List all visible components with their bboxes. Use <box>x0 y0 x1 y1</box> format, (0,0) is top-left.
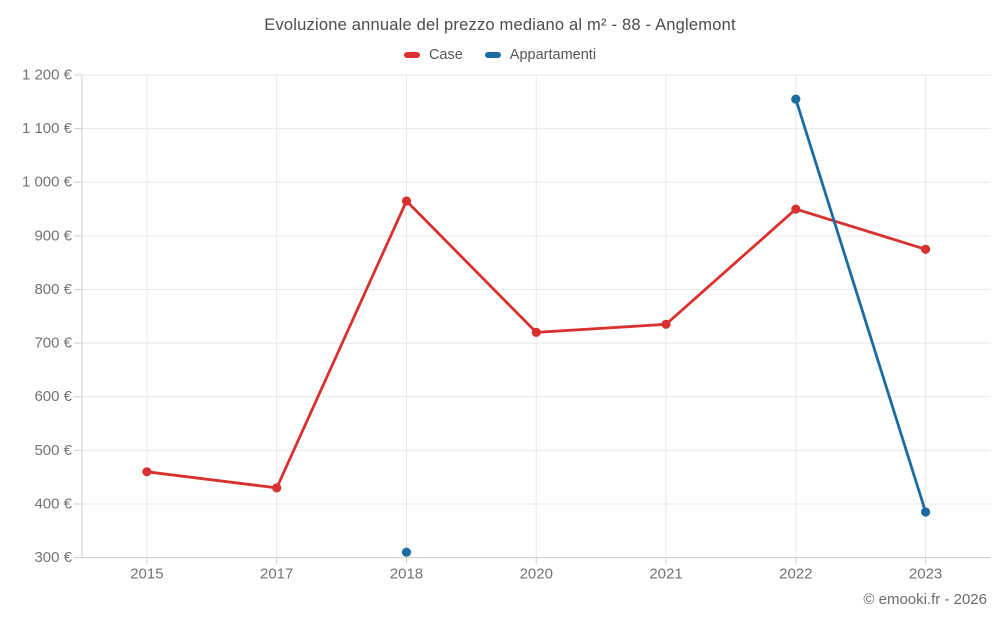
legend-item-case[interactable]: Case <box>403 47 463 63</box>
data-point-case-2022[interactable] <box>791 204 801 214</box>
data-point-case-2018[interactable] <box>401 196 412 206</box>
legend-label-case: Case <box>428 47 463 63</box>
legend-label-appartamenti: Appartamenti <box>509 47 597 63</box>
y-tick-label: 300 € <box>34 549 72 566</box>
data-point-case-2021[interactable] <box>661 319 671 329</box>
copyright-note: © emooki.fr - 2026 <box>863 591 987 608</box>
legend-swatch-appartamenti-icon <box>484 52 501 58</box>
y-tick-label: 600 € <box>34 388 72 405</box>
data-point-appartamenti-2023[interactable] <box>921 507 931 517</box>
y-tick-label: 800 € <box>34 281 72 298</box>
series-line-appartamenti <box>794 97 927 514</box>
chart-legend: Case Appartamenti <box>0 47 1000 63</box>
legend-swatch-case-icon <box>403 52 420 58</box>
data-point-appartamenti-2018[interactable] <box>401 547 412 557</box>
y-tick-label: 700 € <box>34 335 72 352</box>
data-point-appartamenti-2022[interactable] <box>791 94 801 104</box>
y-tick-label: 500 € <box>34 442 72 459</box>
x-tick-label: 2018 <box>390 566 423 583</box>
data-point-case-2017[interactable] <box>272 483 282 493</box>
data-point-case-2020[interactable] <box>531 327 541 337</box>
x-tick-label: 2020 <box>520 566 553 583</box>
y-tick-label: 1 000 € <box>22 174 73 191</box>
chart-title: Evoluzione annuale del prezzo mediano al… <box>264 16 736 34</box>
data-point-case-2023[interactable] <box>921 244 931 254</box>
y-tick-label: 900 € <box>34 227 72 244</box>
data-point-case-2015[interactable] <box>142 467 152 477</box>
y-tick-label: 1 200 € <box>22 66 73 83</box>
x-tick-label: 2021 <box>649 566 682 583</box>
x-tick-label: 2023 <box>909 566 942 583</box>
x-tick-label: 2017 <box>260 566 293 583</box>
y-tick-label: 1 100 € <box>22 120 73 137</box>
x-tick-label: 2022 <box>779 566 812 583</box>
legend-item-appartamenti[interactable]: Appartamenti <box>484 47 597 63</box>
y-tick-label: 400 € <box>34 495 72 512</box>
x-tick-label: 2015 <box>130 566 163 583</box>
